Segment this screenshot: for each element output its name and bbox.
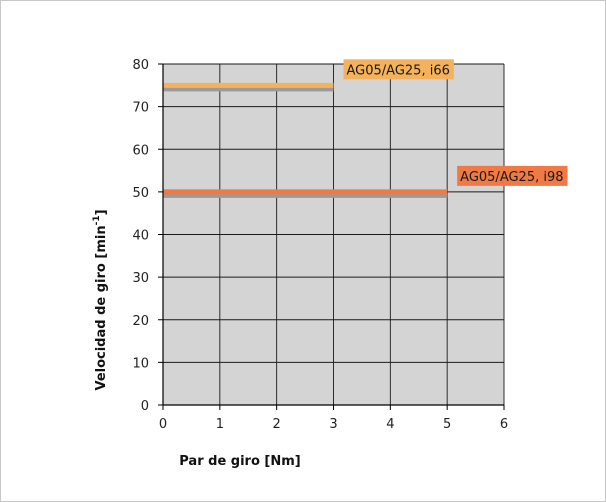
axes bbox=[158, 63, 505, 410]
y-axis-title: Velocidad de giro [min-1] bbox=[92, 209, 109, 390]
y-tick-label: 10 bbox=[132, 356, 149, 371]
y-tick-label: 20 bbox=[132, 314, 149, 329]
y-tick-label: 70 bbox=[132, 101, 149, 116]
y-tick-label: 30 bbox=[132, 271, 149, 286]
x-axis-title: Par de giro [Nm] bbox=[179, 454, 300, 469]
series-label-1: AG05/AG25, i98 bbox=[460, 170, 563, 185]
x-tick-label: 4 bbox=[386, 417, 394, 432]
y-tick-label: 50 bbox=[132, 186, 149, 201]
y-axis-title-tail: ] bbox=[94, 209, 109, 215]
y-axis-title-main: Velocidad de giro [min bbox=[94, 225, 109, 390]
x-tick-label: 0 bbox=[159, 417, 167, 432]
x-tick-label: 2 bbox=[273, 417, 281, 432]
y-axis-title-superscript: -1 bbox=[92, 215, 102, 225]
y-tick-label: 60 bbox=[132, 143, 149, 158]
x-tick-label: 1 bbox=[216, 417, 224, 432]
x-tick-label: 3 bbox=[329, 417, 337, 432]
y-tick-label: 40 bbox=[132, 229, 149, 244]
series-label-0: AG05/AG25, i66 bbox=[347, 63, 450, 78]
series-label-bg-1 bbox=[457, 165, 568, 186]
grid bbox=[162, 63, 505, 406]
x-tick-label: 6 bbox=[500, 417, 508, 432]
y-tick-label: 80 bbox=[132, 58, 149, 73]
series-layer: AG05/AG25, i66 AG05/AG25, i98 bbox=[163, 59, 568, 198]
y-tick-label: 0 bbox=[141, 399, 149, 414]
x-tick-label: 5 bbox=[443, 417, 451, 432]
series-label-bg-0 bbox=[343, 59, 454, 80]
